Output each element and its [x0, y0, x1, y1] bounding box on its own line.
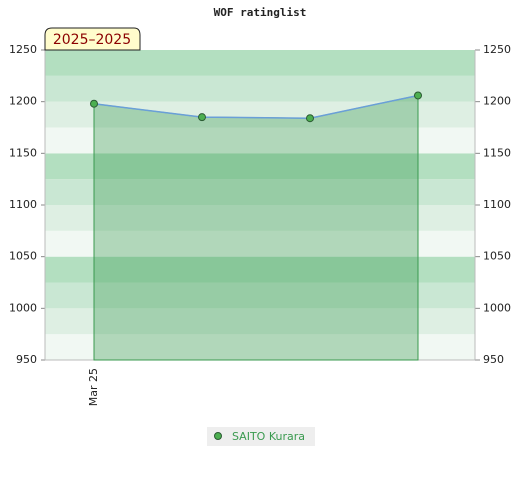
badge: 2025–2025: [53, 32, 131, 48]
badge-box: [44, 27, 141, 51]
band: [45, 308, 475, 335]
y2-tick-label: 1250: [483, 43, 511, 56]
y2-tick-label: 1100: [483, 198, 511, 211]
chart-title: WOF ratinglist: [214, 6, 307, 19]
y-tick-label: 1000: [9, 301, 37, 314]
y-tick-label: 950: [16, 353, 37, 366]
marker: [414, 91, 422, 100]
y-tick-label: 1200: [9, 95, 37, 108]
band: [45, 50, 475, 76]
band: [45, 334, 475, 360]
line: [93, 94, 419, 119]
band: [45, 256, 475, 283]
x-tick-label: Mar 25: [87, 368, 100, 406]
area: [93, 94, 419, 361]
y-tick-label: 1100: [9, 198, 37, 211]
y2-tick-label: 1150: [483, 146, 511, 159]
band: [45, 75, 475, 102]
legend-marker: [214, 432, 222, 440]
y2-tick-label: 950: [483, 353, 504, 366]
y2-tick-label: 1200: [483, 95, 511, 108]
marker: [306, 114, 314, 123]
band: [45, 153, 475, 180]
legend-box: [207, 427, 315, 446]
marker: [90, 99, 98, 108]
band: [45, 230, 475, 257]
y2-tick-label: 1000: [483, 301, 511, 314]
y2-tick-label: 1050: [483, 250, 511, 263]
band: [45, 282, 475, 309]
y-tick-label: 1250: [9, 43, 37, 56]
legend-label: SAITO Kurara: [232, 430, 305, 443]
marker: [198, 113, 206, 122]
legend: SAITO Kurara: [207, 427, 315, 446]
band: [45, 205, 475, 231]
band: [45, 179, 475, 205]
y-tick-label: 1050: [9, 250, 37, 263]
y-tick-label: 1150: [9, 146, 37, 159]
band: [45, 127, 475, 154]
